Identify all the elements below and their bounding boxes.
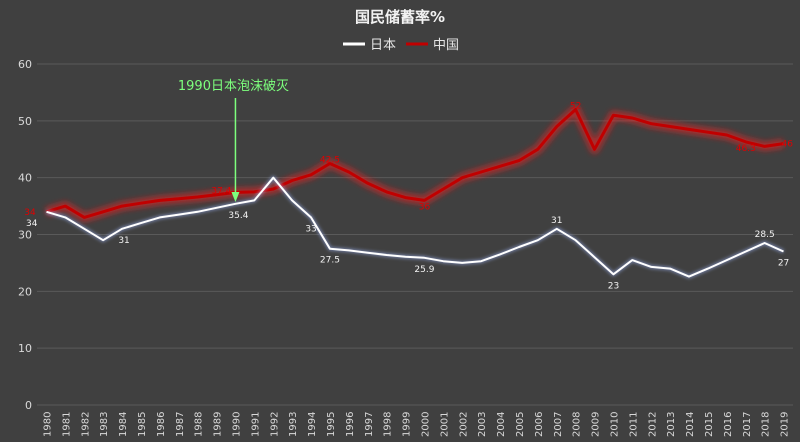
y-tick-label: 10 <box>18 342 32 355</box>
x-tick-label: 1989 <box>213 412 224 437</box>
x-tick-label: 2018 <box>761 412 772 437</box>
series-lines <box>45 105 785 279</box>
y-tick-label: 20 <box>18 285 32 298</box>
y-tick-label: 30 <box>18 229 32 242</box>
x-tick-label: 1997 <box>364 412 375 437</box>
x-tick-label: 1985 <box>137 412 148 437</box>
x-tick-label: 1991 <box>250 412 261 437</box>
data-label: 28.5 <box>755 230 775 240</box>
data-label: 34 <box>26 219 38 229</box>
x-tick-label: 2004 <box>496 412 507 437</box>
x-tick-label: 1983 <box>99 412 110 437</box>
y-tick-label: 0 <box>25 399 32 412</box>
y-tick-label: 60 <box>18 58 32 71</box>
data-label: 36 <box>419 202 431 212</box>
data-labels: 34 31 35.4 33 27.5 25.9 31 23 28.5 27 34 37.4 42.5 36… <box>24 101 793 291</box>
x-tick-label: 2013 <box>666 412 677 437</box>
y-tick-label: 40 <box>18 172 32 185</box>
data-label: 23 <box>608 281 619 291</box>
x-tick-label: 1986 <box>156 412 167 437</box>
x-tick-label: 1994 <box>307 412 318 437</box>
x-tick-label: 1999 <box>402 412 413 437</box>
japan-line <box>46 176 784 278</box>
data-label: 27.5 <box>320 256 340 266</box>
x-tick-label: 1982 <box>80 412 91 437</box>
grid <box>37 63 793 406</box>
x-tick-label: 2011 <box>628 412 639 437</box>
data-label: 46 <box>782 140 794 150</box>
x-tick-label: 2002 <box>458 412 469 437</box>
data-label: 31 <box>551 216 562 226</box>
x-tick-label: 2005 <box>515 412 526 437</box>
x-tick-label: 2006 <box>534 412 545 437</box>
x-tick-label: 2001 <box>439 412 450 437</box>
x-tick-label: 2007 <box>553 412 564 437</box>
data-label: 34 <box>24 208 36 218</box>
x-tick-label: 1995 <box>326 412 337 437</box>
x-tick-label: 1996 <box>345 412 356 437</box>
x-tick-label: 2012 <box>647 412 658 437</box>
x-tick-label: 1998 <box>383 412 394 437</box>
x-tick-label: 2014 <box>685 412 696 437</box>
x-tick-label: 2000 <box>420 412 431 437</box>
x-tick-label: 1980 <box>42 412 53 437</box>
chart-title: 国民储蓄率% <box>355 8 445 26</box>
annotation: 1990日本泡沫破灭 <box>178 79 289 202</box>
x-tick-label: 2019 <box>780 412 791 437</box>
china-line <box>46 108 784 219</box>
japan-line-glow <box>45 175 785 279</box>
x-tick-label: 2017 <box>742 412 753 437</box>
data-label: 42.5 <box>320 155 340 165</box>
x-tick-label: 2003 <box>477 412 488 437</box>
x-tick-label: 1984 <box>118 412 129 437</box>
data-label: 37.4 <box>211 186 231 196</box>
data-label: 31 <box>118 236 129 246</box>
data-label: 46.3 <box>736 144 756 154</box>
data-label: 27 <box>778 259 789 269</box>
x-tick-label: 2016 <box>723 412 734 437</box>
x-tick-label: 1993 <box>288 412 299 437</box>
legend-label: 中国 <box>433 38 459 53</box>
x-tick-label: 2008 <box>572 412 583 437</box>
x-tick-label: 2009 <box>591 412 602 437</box>
x-tick-label: 1992 <box>269 412 280 437</box>
data-label: 52 <box>570 101 581 111</box>
legend-label: 日本 <box>370 38 396 53</box>
y-tick-label: 50 <box>18 115 32 128</box>
x-tick-label: 1981 <box>61 412 72 437</box>
x-tick-label: 1988 <box>194 412 205 437</box>
data-label: 33 <box>305 224 316 234</box>
data-label: 25.9 <box>414 265 434 275</box>
x-tick-label: 2015 <box>704 412 715 437</box>
x-tick-label: 2010 <box>609 412 620 437</box>
x-tick-label: 1990 <box>231 412 242 437</box>
annotation-arrow-head <box>231 192 240 202</box>
y-axis-ticks: 0 10 20 30 40 50 60 <box>18 58 32 412</box>
x-tick-label: 1987 <box>175 412 186 437</box>
x-axis-ticks: 1980 1981 1982 1983 1984 1985 1986 1987 1988 1989… <box>42 412 790 437</box>
annotation-text: 1990日本泡沫破灭 <box>178 79 289 94</box>
data-label: 35.4 <box>228 211 248 221</box>
legend: 日本 中国 <box>343 38 459 53</box>
